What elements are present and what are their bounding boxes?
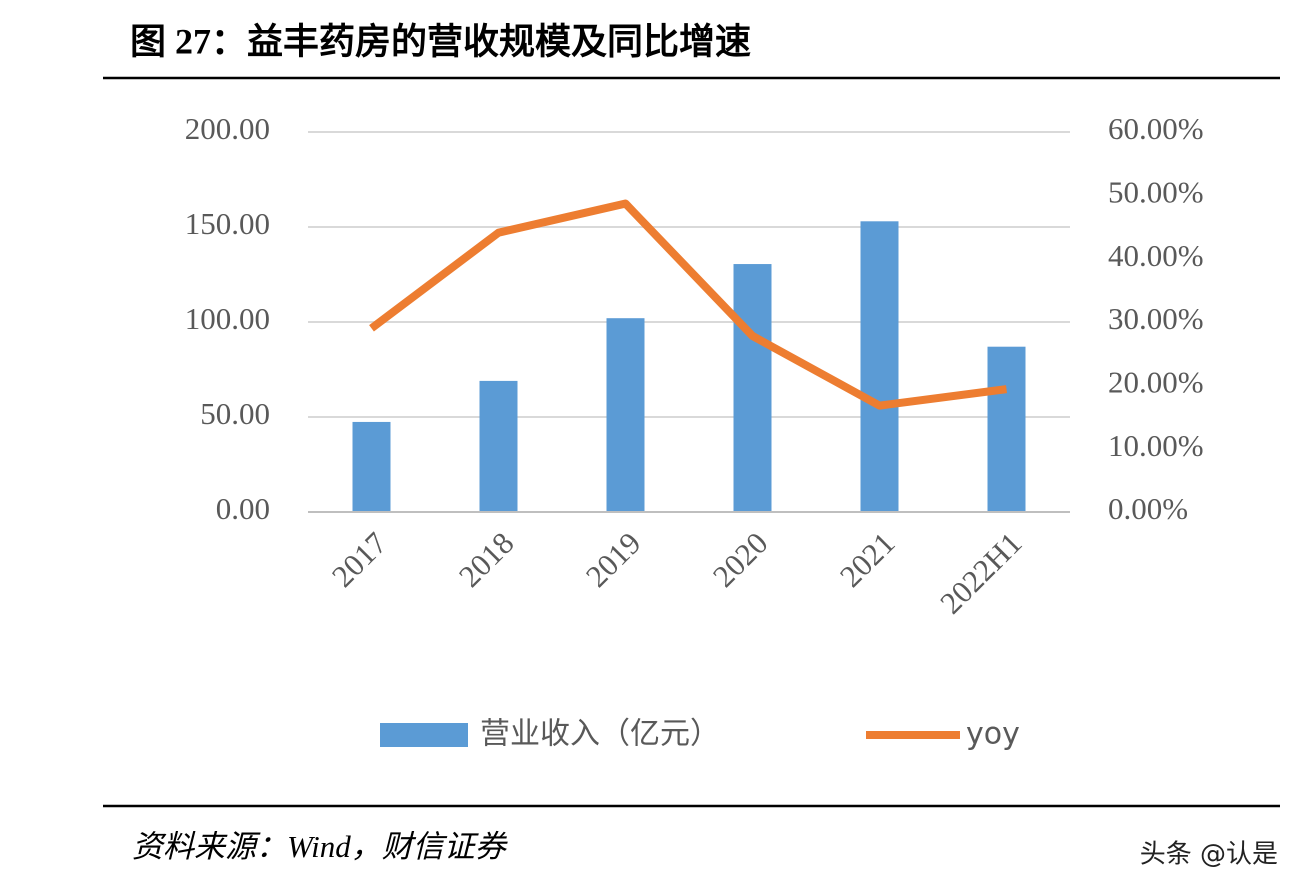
bar (352, 421, 391, 512)
x-tick-label: 2022H1 (933, 525, 1028, 620)
bar (479, 380, 518, 512)
y2-tick-label: 0.00% (1108, 491, 1188, 526)
y2-tick-label: 10.00% (1108, 428, 1204, 463)
x-tick-label: 2020 (706, 525, 775, 594)
source-note: 资料来源：Wind，财信证券 (132, 829, 509, 864)
y2-tick-label: 40.00% (1108, 238, 1204, 273)
y-tick-label: 150.00 (185, 206, 270, 241)
watermark: 头条 @认是 (1140, 840, 1278, 870)
x-tick-label: 2019 (579, 525, 648, 594)
legend-label: yoy (966, 717, 1020, 752)
chart-title: 图 27：益丰药房的营收规模及同比增速 (130, 21, 751, 61)
y-tick-label: 200.00 (185, 111, 270, 146)
y2-tick-label: 20.00% (1108, 364, 1204, 399)
legend-swatch (380, 723, 468, 747)
bar (860, 221, 899, 513)
y2-tick-label: 60.00% (1108, 111, 1204, 146)
x-tick-label: 2018 (452, 525, 521, 594)
y-tick-label: 100.00 (185, 301, 270, 336)
y2-tick-label: 30.00% (1108, 301, 1204, 336)
legend-label: 营业收入（亿元） (480, 717, 720, 752)
bar (606, 318, 645, 512)
x-tick-label: 2021 (833, 525, 902, 594)
y-tick-label: 0.00 (216, 491, 270, 526)
x-tick-label: 2017 (325, 525, 394, 594)
line (369, 199, 1008, 410)
bar (987, 346, 1026, 512)
y-tick-label: 50.00 (200, 396, 270, 431)
bar (733, 264, 772, 512)
y2-tick-label: 50.00% (1108, 174, 1204, 209)
